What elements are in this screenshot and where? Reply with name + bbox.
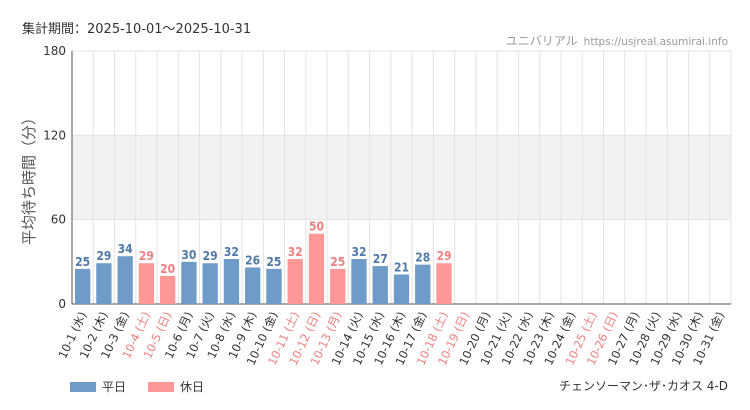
bar [160,275,176,304]
legend-weekday-swatch [70,381,96,392]
bar-value-label: 20 [160,262,175,276]
bar [202,263,218,304]
bar [436,263,452,304]
bar-value-label: 21 [394,260,409,274]
bar-value-label: 27 [373,252,388,266]
legend-holiday: 休日 [148,378,204,395]
bar [223,259,240,304]
bar [351,259,367,304]
legend-weekday-label: 平日 [102,380,127,394]
bar [96,263,112,304]
bar-value-label: 32 [288,245,303,259]
bar [330,268,346,304]
bar [181,261,197,304]
bar [138,263,155,304]
bar-value-label: 28 [415,251,430,265]
site-credit: ユニバリアル https://usjreal.asumirai.info [506,32,728,49]
bar-value-label: 25 [330,255,345,269]
y-tick-label: 120 [43,128,66,142]
bar-value-label: 26 [245,253,260,267]
bar-value-label: 25 [266,255,281,269]
bar-value-label: 32 [224,245,239,259]
y-tick-label: 180 [43,44,66,58]
attraction-name: チェンソーマン･ザ･カオス 4-D [558,379,728,393]
bar [266,268,282,304]
y-axis-title: 平均待ち時間（分） [20,110,38,245]
bar-value-label: 25 [75,255,90,269]
bar-value-label: 29 [96,249,111,263]
bar [415,264,431,304]
bar [393,274,410,304]
bar [308,233,325,304]
bar [287,259,303,304]
bar-value-label: 50 [309,220,324,234]
bar-value-label: 30 [181,248,196,262]
legend: 平日 休日 [70,378,226,395]
bar-value-label: 32 [351,245,366,259]
site-url[interactable]: https://usjreal.asumirai.info [583,36,728,48]
bar-value-label: 34 [118,242,134,256]
period-label: 集計期間：2025-10-01～2025-10-31 [22,22,252,37]
legend-holiday-swatch [148,381,175,392]
legend-holiday-label: 休日 [180,380,205,394]
site-name: ユニバリアル [505,34,578,48]
grid-band [72,135,731,220]
bar-value-label: 29 [437,249,452,263]
bar-value-label: 29 [203,249,218,263]
bar [74,268,91,304]
legend-weekday: 平日 [70,378,126,395]
y-tick-label: 0 [58,297,66,311]
bar [117,256,133,304]
bar-value-label: 29 [139,249,154,263]
bar [245,267,261,304]
y-tick-label: 60 [51,213,66,227]
bar [372,266,388,304]
